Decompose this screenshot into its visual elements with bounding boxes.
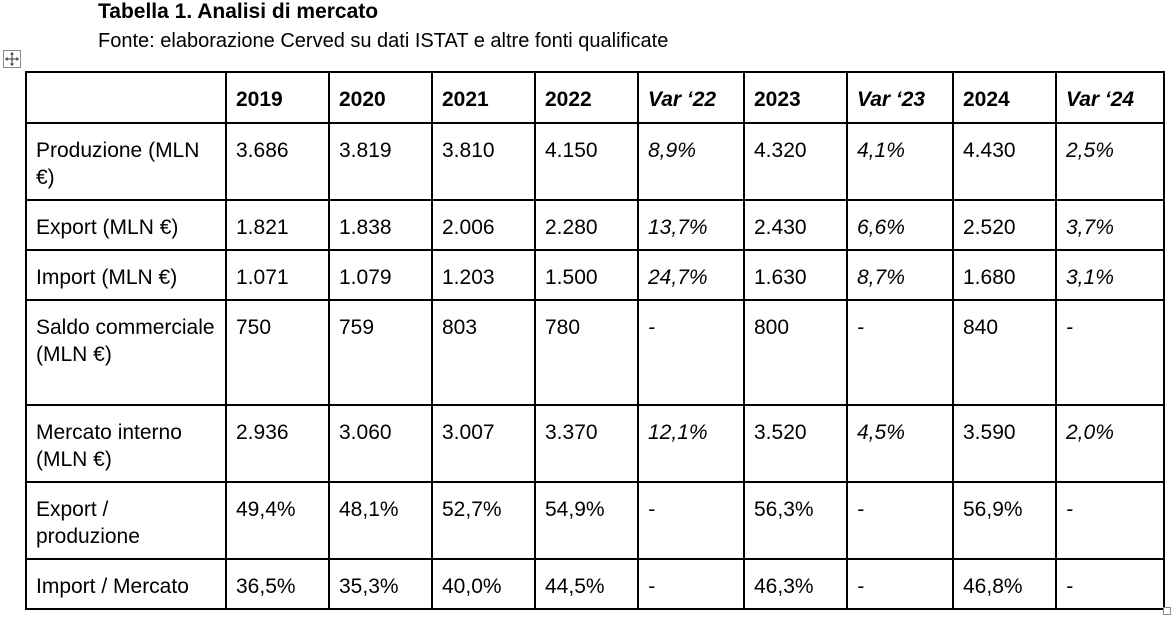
table-cell: 2.280	[534, 199, 639, 251]
table-cell: 1.680	[952, 249, 1057, 301]
table-cell: 1.203	[431, 249, 536, 301]
table-cell: 1.821	[225, 199, 330, 251]
table-cell-var: -	[846, 558, 954, 610]
table-cell: 2.430	[743, 199, 848, 251]
table-row: Export (MLN €) 1.821 1.838 2.006 2.280 1…	[25, 199, 1165, 251]
header-row: 2019 2020 2021 2022 Var ‘22 2023 Var ‘23…	[25, 71, 1165, 124]
table-cell: 56,9%	[952, 481, 1057, 560]
table-cell: 1.838	[328, 199, 433, 251]
table-cell: 800	[743, 299, 848, 406]
table-cell: 2.936	[225, 404, 330, 483]
table-cell: 3.370	[534, 404, 639, 483]
table-cell: 1.079	[328, 249, 433, 301]
table-cell: 3.520	[743, 404, 848, 483]
table-cell: 35,3%	[328, 558, 433, 610]
table-cell: 56,3%	[743, 481, 848, 560]
table-cell-var: -	[846, 299, 954, 406]
header-cell-2021: 2021	[431, 71, 536, 124]
table-cell-var: 13,7%	[637, 199, 745, 251]
table-cell-var: 3,7%	[1055, 199, 1165, 251]
table-cell: 3.060	[328, 404, 433, 483]
row-label: Produzione (MLN €)	[25, 122, 227, 201]
table-cell: 44,5%	[534, 558, 639, 610]
table-row: Produzione (MLN €) 3.686 3.819 3.810 4.1…	[25, 122, 1165, 201]
table-cell: 54,9%	[534, 481, 639, 560]
table-cell: 3.590	[952, 404, 1057, 483]
table-cell: 759	[328, 299, 433, 406]
table-row: Import (MLN €) 1.071 1.079 1.203 1.500 2…	[25, 249, 1165, 301]
table-cell: 780	[534, 299, 639, 406]
table-cell: 3.810	[431, 122, 536, 201]
table-cell-var: -	[637, 481, 745, 560]
table-cell: 4.430	[952, 122, 1057, 201]
table-cell: 3.819	[328, 122, 433, 201]
table-source-note: Fonte: elaborazione Cerved su dati ISTAT…	[98, 30, 669, 52]
table-cell: 2.520	[952, 199, 1057, 251]
header-cell-var-24: Var ‘24	[1055, 71, 1165, 124]
row-label: Import / Mercato	[25, 558, 227, 610]
header-cell-var-23: Var ‘23	[846, 71, 954, 124]
table-cell: 750	[225, 299, 330, 406]
table-cell: 40,0%	[431, 558, 536, 610]
table-row: Import / Mercato 36,5% 35,3% 40,0% 44,5%…	[25, 558, 1165, 610]
header-cell-var-22: Var ‘22	[637, 71, 745, 124]
table-row: Saldo commerciale (MLN €) 750 759 803 78…	[25, 299, 1165, 406]
table-cell: 46,8%	[952, 558, 1057, 610]
table-cell-var: -	[1055, 481, 1165, 560]
header-cell-2024: 2024	[952, 71, 1057, 124]
table-cell: 2.006	[431, 199, 536, 251]
header-cell-empty	[25, 71, 227, 124]
table-cell: 4.320	[743, 122, 848, 201]
table-cell-var: -	[1055, 299, 1165, 406]
table-cell-var: 12,1%	[637, 404, 745, 483]
table-cell-var: -	[846, 481, 954, 560]
header-cell-2022: 2022	[534, 71, 639, 124]
table-cell-var: 3,1%	[1055, 249, 1165, 301]
table-cell-var: 4,1%	[846, 122, 954, 201]
table-cell-var: -	[1055, 558, 1165, 610]
table-cell-var: -	[637, 299, 745, 406]
table-cell: 840	[952, 299, 1057, 406]
table-cell: 3.686	[225, 122, 330, 201]
row-label: Import (MLN €)	[25, 249, 227, 301]
table-cell: 1.500	[534, 249, 639, 301]
table-cell-var: 8,9%	[637, 122, 745, 201]
table-cell-var: -	[637, 558, 745, 610]
market-analysis-table: 2019 2020 2021 2022 Var ‘22 2023 Var ‘23…	[25, 71, 1165, 610]
table-cell: 52,7%	[431, 481, 536, 560]
table-cell-var: 2,5%	[1055, 122, 1165, 201]
table-cell: 48,1%	[328, 481, 433, 560]
table-cell-var: 2,0%	[1055, 404, 1165, 483]
row-label: Export / produzione	[25, 481, 227, 560]
table-cell: 46,3%	[743, 558, 848, 610]
table-cell-var: 8,7%	[846, 249, 954, 301]
move-handle-icon[interactable]	[3, 50, 21, 68]
table-cell: 1.630	[743, 249, 848, 301]
table-cell: 3.007	[431, 404, 536, 483]
row-label: Saldo commerciale (MLN €)	[25, 299, 227, 406]
table-cell: 803	[431, 299, 536, 406]
table-cell: 1.071	[225, 249, 330, 301]
header-cell-2020: 2020	[328, 71, 433, 124]
header-cell-2019: 2019	[225, 71, 330, 124]
table-cell-var: 24,7%	[637, 249, 745, 301]
row-label: Export (MLN €)	[25, 199, 227, 251]
table-cell: 36,5%	[225, 558, 330, 610]
table-cell: 4.150	[534, 122, 639, 201]
table-row: Mercato interno (MLN €) 2.936 3.060 3.00…	[25, 404, 1165, 483]
resize-square-icon[interactable]	[1163, 607, 1171, 615]
row-label: Mercato interno (MLN €)	[25, 404, 227, 483]
table-cell-var: 6,6%	[846, 199, 954, 251]
table-row: Export / produzione 49,4% 48,1% 52,7% 54…	[25, 481, 1165, 560]
table-cell: 49,4%	[225, 481, 330, 560]
table-cell-var: 4,5%	[846, 404, 954, 483]
table-title: Tabella 1. Analisi di mercato	[98, 0, 379, 23]
header-cell-2023: 2023	[743, 71, 848, 124]
